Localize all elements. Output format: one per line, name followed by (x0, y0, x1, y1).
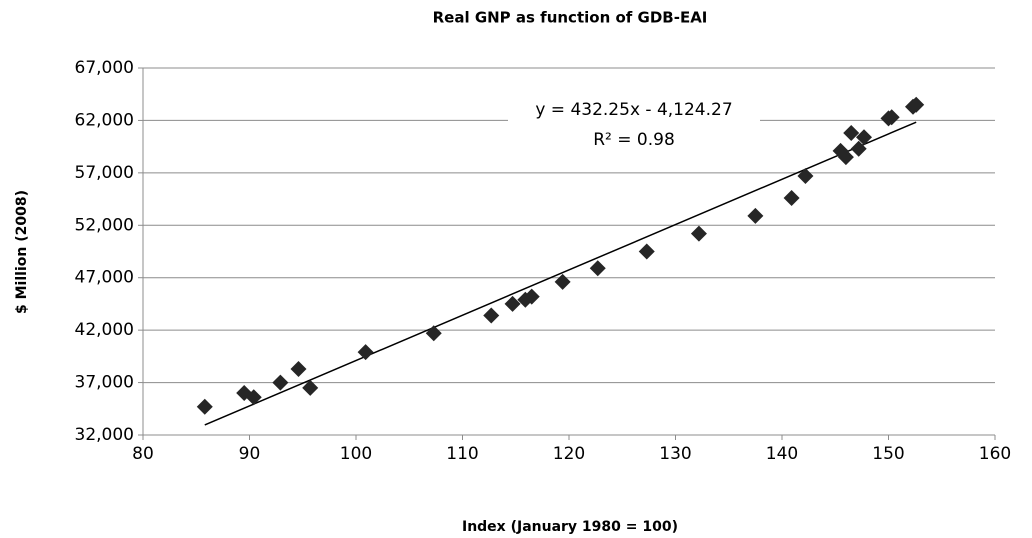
data-point (690, 225, 707, 242)
y-axis-label: $ Million (2008) (14, 190, 30, 314)
data-point (797, 168, 814, 185)
x-tick-label: 110 (446, 444, 478, 464)
x-tick-label: 150 (872, 444, 904, 464)
data-point (837, 149, 854, 166)
plot-area: 32,000 37,000 42,000 47,000 52,000 57,000 62,0… (75, 58, 1012, 464)
data-point (783, 190, 800, 207)
y-tick-label: 42,000 (75, 320, 134, 340)
x-axis-label: Index (January 1980 = 100) (462, 519, 678, 535)
y-tick-label: 67,000 (75, 58, 134, 78)
trendline (204, 121, 917, 426)
x-tick-label: 90 (239, 444, 261, 464)
data-point (504, 295, 521, 312)
y-tick-label: 32,000 (75, 425, 134, 445)
data-point (883, 109, 900, 126)
x-tick-label: 160 (979, 444, 1011, 464)
y-tick-label: 62,000 (75, 110, 134, 130)
y-tick-label: 47,000 (75, 268, 134, 288)
y-tick-label: 37,000 (75, 373, 134, 393)
data-point (483, 307, 500, 324)
trendline-r2: R² = 0.98 (593, 130, 675, 150)
data-point (850, 140, 867, 157)
data-point (245, 389, 262, 406)
data-point (908, 96, 925, 113)
data-point (856, 129, 873, 146)
data-point (302, 379, 319, 396)
x-tick-label: 80 (132, 444, 154, 464)
chart-title: Real GNP as function of GDB-EAI (433, 9, 708, 27)
data-point (554, 273, 571, 290)
x-tick-label: 130 (659, 444, 691, 464)
y-tick-label: 52,000 (75, 215, 134, 235)
data-point (843, 125, 860, 142)
data-point (272, 374, 289, 391)
data-point (425, 325, 442, 342)
y-tick-label: 57,000 (75, 163, 134, 183)
trendline-equation: y = 432.25x - 4,124.27 (535, 100, 732, 120)
data-point (357, 344, 374, 361)
x-tick-label: 100 (340, 444, 372, 464)
x-tick-label: 120 (553, 444, 585, 464)
data-point (638, 243, 655, 260)
data-point (589, 260, 606, 277)
data-point (747, 207, 764, 224)
equation-box (508, 92, 760, 156)
data-point (290, 360, 307, 377)
data-point (523, 288, 540, 305)
x-tick-label: 140 (766, 444, 798, 464)
data-point (196, 398, 213, 415)
